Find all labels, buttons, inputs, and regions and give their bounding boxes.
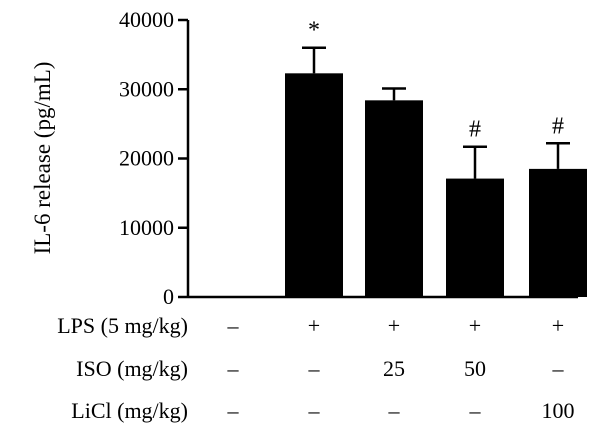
bar xyxy=(446,178,504,297)
condition-cell: 25 xyxy=(383,356,405,381)
significance-marker: # xyxy=(469,117,481,143)
condition-row-label: LPS (5 mg/kg) xyxy=(57,313,188,338)
condition-cell: – xyxy=(227,398,240,423)
condition-cell: 100 xyxy=(542,398,575,423)
y-tick-label: 30000 xyxy=(119,76,174,101)
y-tick-label: 0 xyxy=(163,284,174,309)
condition-cell: – xyxy=(227,356,240,381)
condition-cell: – xyxy=(552,356,565,381)
y-tick-label: 10000 xyxy=(119,215,174,240)
condition-cell: – xyxy=(227,313,240,338)
condition-cell: – xyxy=(308,398,321,423)
condition-cell: – xyxy=(388,398,401,423)
y-tick-label: 20000 xyxy=(119,146,174,171)
significance-marker: # xyxy=(552,113,564,139)
condition-cell: + xyxy=(308,313,320,338)
significance-marker: * xyxy=(308,18,320,44)
condition-cell: 50 xyxy=(464,356,486,381)
condition-cell: + xyxy=(388,313,400,338)
condition-cell: + xyxy=(552,313,564,338)
condition-cell: – xyxy=(469,398,482,423)
condition-row-label: LiCl (mg/kg) xyxy=(71,398,188,423)
y-axis-label: IL-6 release (pg/mL) xyxy=(30,62,55,255)
condition-cell: – xyxy=(308,356,321,381)
condition-row-label: ISO (mg/kg) xyxy=(76,356,188,381)
y-tick-label: 40000 xyxy=(119,7,174,32)
bar xyxy=(529,168,587,297)
bar xyxy=(285,73,343,297)
condition-cell: + xyxy=(469,313,481,338)
bar xyxy=(365,100,423,297)
plot-area: 0 10000 20000 30000 40000 * # # LPS (5 mg/kg) – + +… xyxy=(57,7,587,423)
